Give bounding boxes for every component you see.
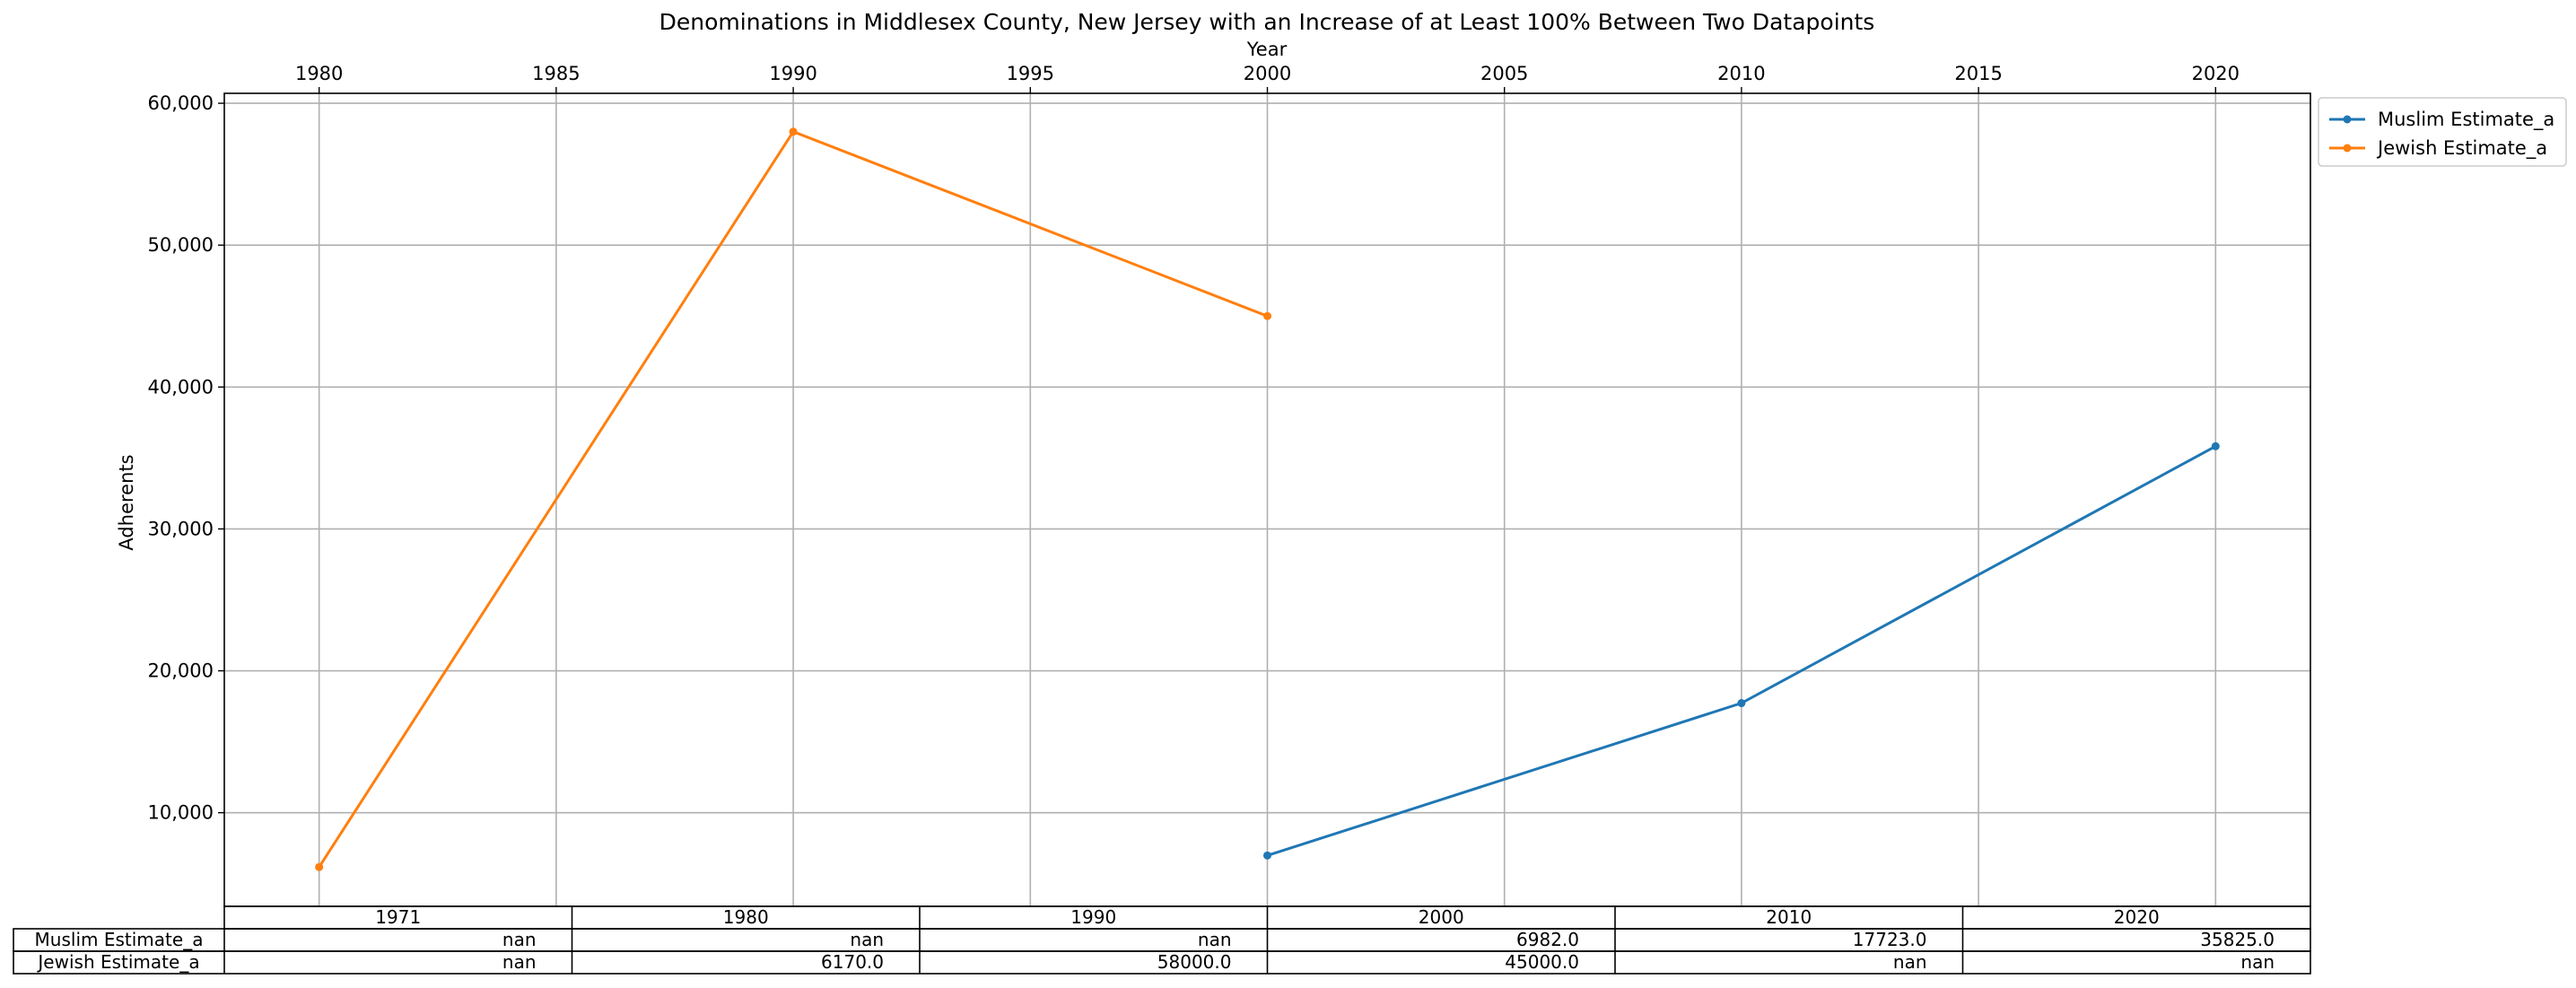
table-cell: nan (2240, 951, 2275, 973)
table-row-label: Jewish Estimate_a (36, 951, 199, 973)
table-column-header: 1990 (1070, 906, 1116, 928)
legend-label: Jewish Estimate_a (2376, 137, 2547, 160)
y-tick-label: 10,000 (148, 802, 214, 824)
table-cell: nan (850, 929, 884, 950)
x-tick-label: 1980 (295, 63, 343, 84)
y-tick-label: 60,000 (148, 92, 214, 114)
table-cell: 6170.0 (821, 951, 884, 973)
y-axis-label: Adherents (116, 454, 137, 550)
table-column-header: 2020 (2114, 906, 2160, 928)
table-column-header: 2010 (1766, 906, 1812, 928)
grid-lines (224, 93, 2310, 906)
x-tick-label: 2000 (1244, 63, 1291, 84)
series-point-0 (2211, 442, 2220, 450)
x-tick-label: 1985 (532, 63, 580, 84)
y-tick-label: 40,000 (148, 376, 214, 398)
x-axis-ticks: 1980 1985 1990 1995 2000 2005 2010 2015 2020 (295, 63, 2240, 93)
x-tick-label: 2015 (1954, 63, 2002, 84)
series-point-1 (1263, 311, 1271, 320)
table-cell: nan (1198, 929, 1232, 950)
series-point-1 (315, 862, 324, 871)
x-tick-label: 1990 (769, 63, 816, 84)
table-cell: nan (1893, 951, 1927, 973)
x-axis-label: Year (1246, 39, 1288, 60)
table-row-label: Muslim Estimate_a (35, 929, 204, 950)
x-tick-label: 1995 (1007, 63, 1054, 84)
table-cell: 45000.0 (1505, 951, 1579, 973)
table-cell: nan (502, 951, 537, 973)
legend-swatch-marker (2343, 115, 2352, 124)
table-column-header: 2000 (1419, 906, 1464, 928)
y-tick-label: 30,000 (148, 518, 214, 539)
table-cell: 17723.0 (1853, 929, 1927, 950)
x-tick-label: 2005 (1480, 63, 1528, 84)
table-row (13, 950, 2311, 975)
data-series (315, 127, 2220, 871)
table-cell: nan (502, 929, 537, 950)
y-tick-label: 20,000 (148, 660, 214, 682)
series-point-0 (1737, 699, 1746, 708)
table-column-header: 1980 (723, 906, 769, 928)
legend-box (2318, 97, 2567, 167)
table-cell: 6982.0 (1516, 929, 1579, 950)
table-cell: 58000.0 (1157, 951, 1232, 973)
legend-swatch-marker (2343, 144, 2352, 153)
table-column-header: 1971 (375, 906, 421, 928)
table-cell: 35825.0 (2200, 929, 2275, 950)
legend: Muslim Estimate_a Jewish Estimate_a (2318, 97, 2567, 167)
legend-label: Muslim Estimate_a (2378, 109, 2554, 131)
x-tick-label: 2010 (1717, 63, 1765, 84)
x-tick-label: 2020 (2192, 63, 2240, 84)
data-table: 1971 1980 1990 2000 2010 2020 Muslim Estimate_… (13, 905, 2311, 975)
series-point-1 (789, 127, 798, 136)
chart-title: Denominations in Middlesex County, New J… (659, 9, 1875, 35)
y-tick-label: 50,000 (148, 234, 214, 256)
y-axis-ticks: 10,000 20,000 30,000 40,000 50,000 60,000 (148, 92, 224, 824)
series-point-0 (1263, 851, 1271, 860)
